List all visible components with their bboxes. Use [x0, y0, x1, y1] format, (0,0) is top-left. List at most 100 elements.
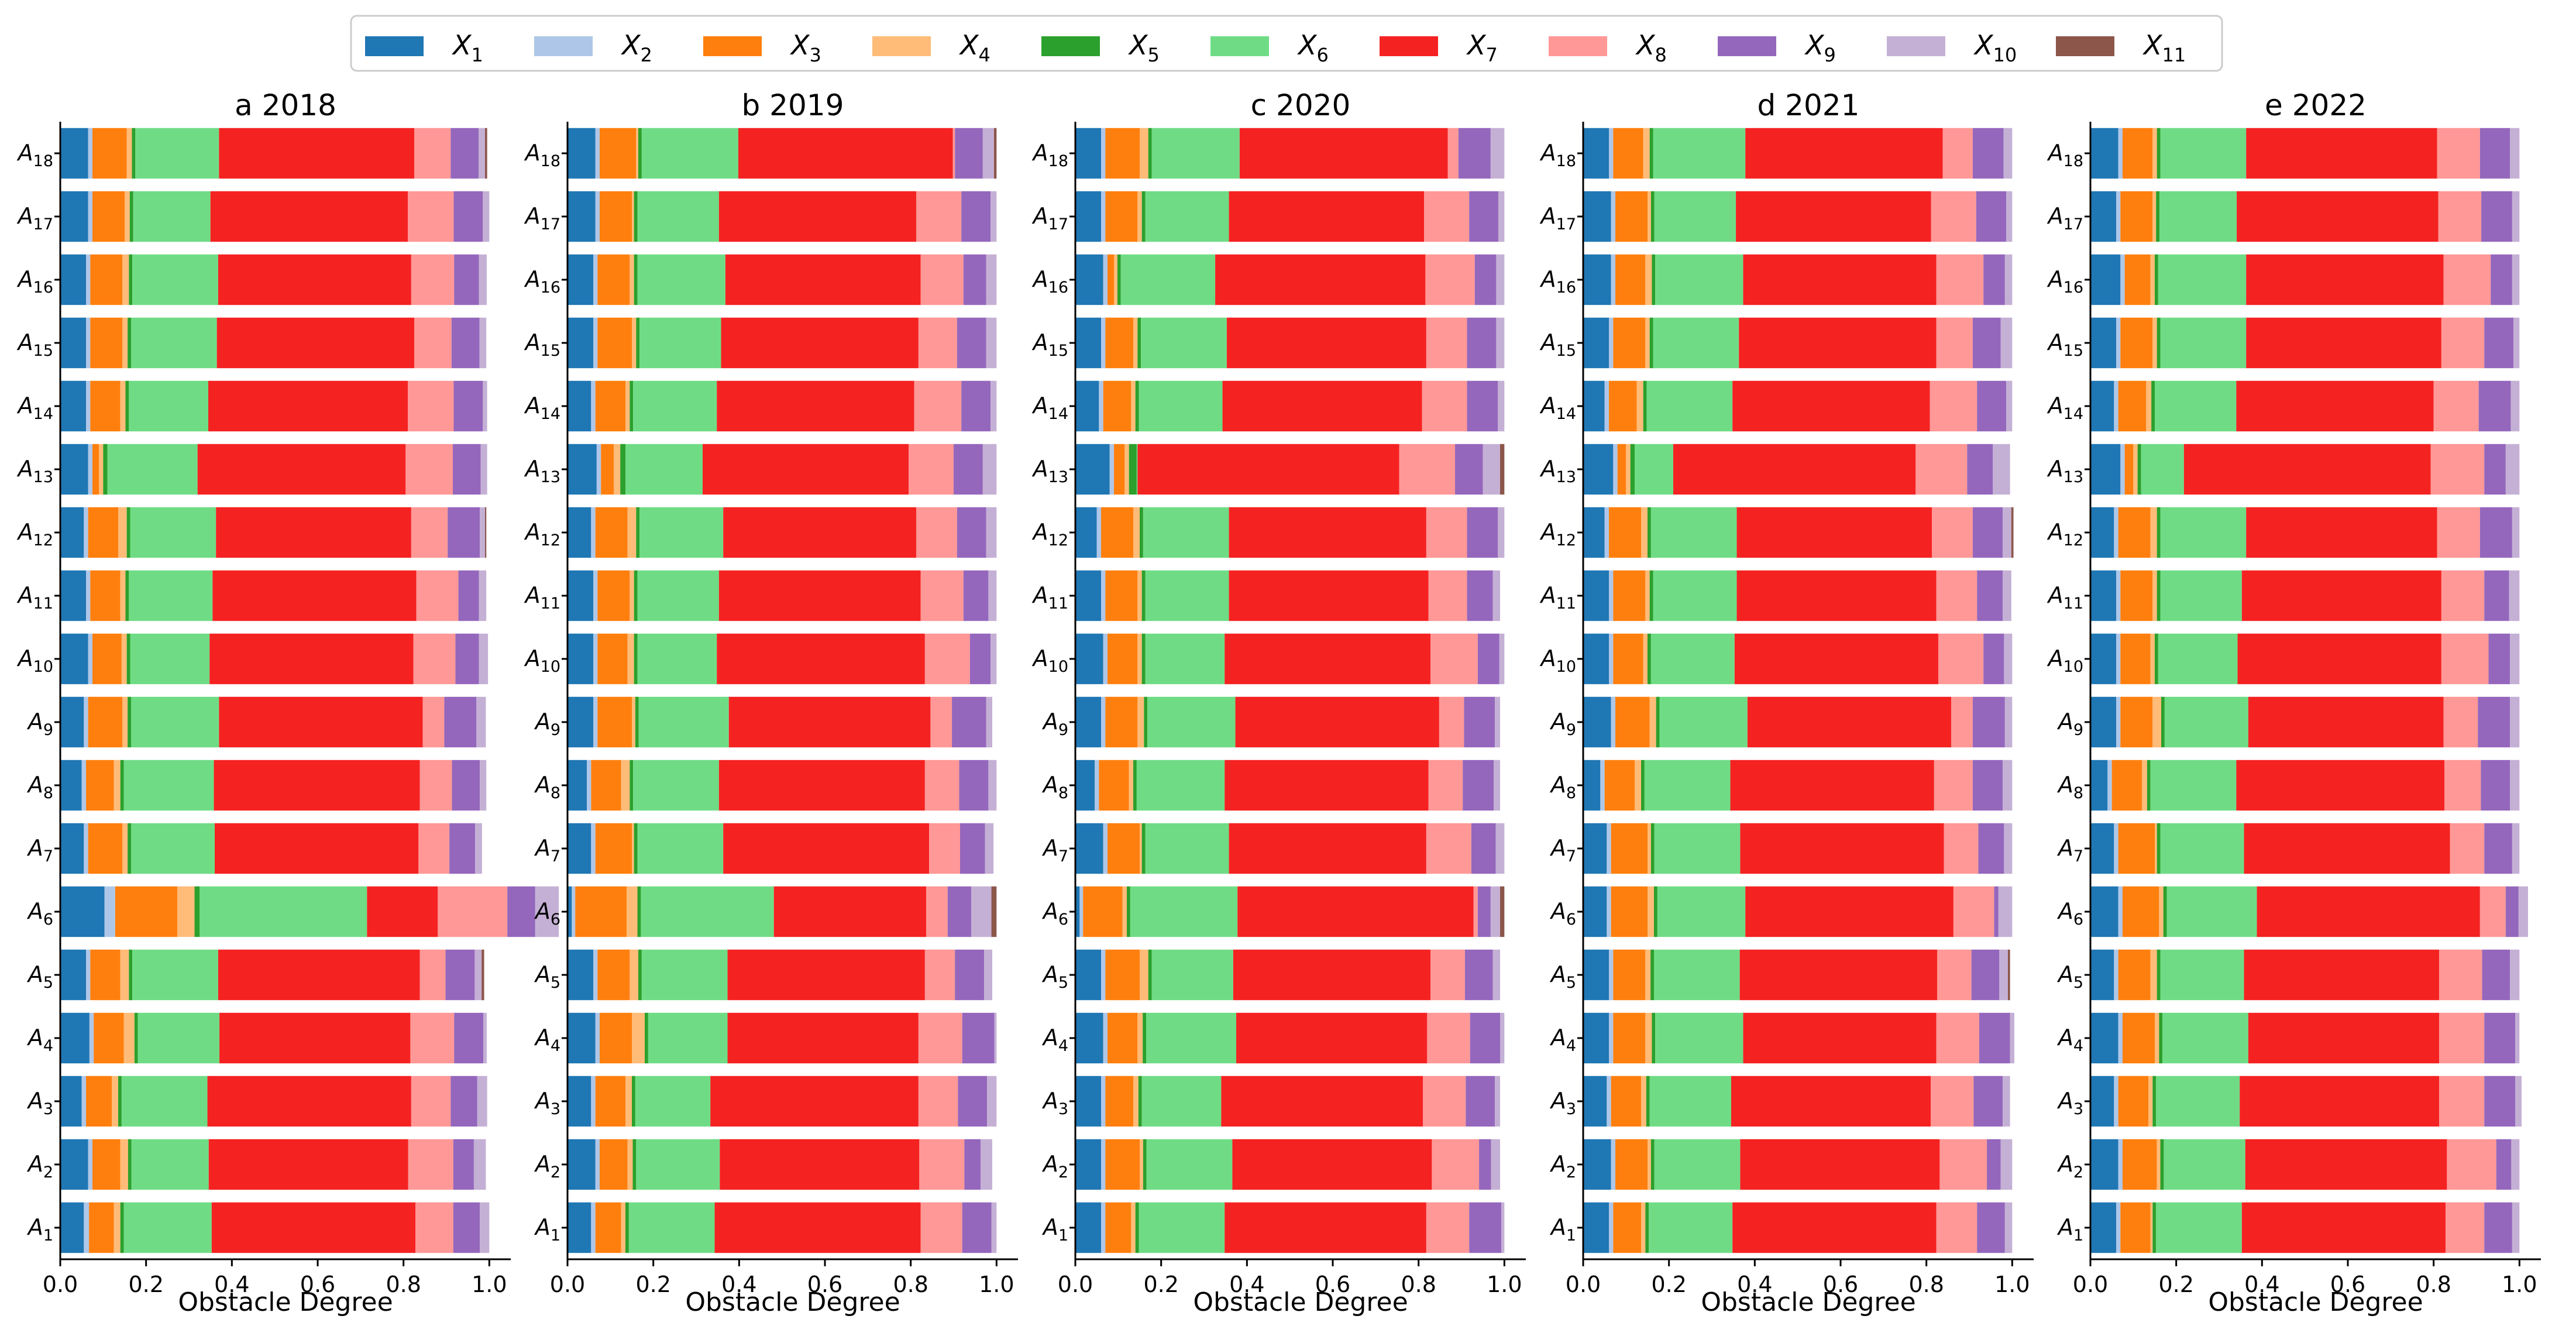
- bar-a17-x1: [1075, 191, 1101, 242]
- bar-a6-x6: [2166, 886, 2257, 937]
- bar-a12-x1: [568, 507, 591, 558]
- bar-a10-x7: [2237, 633, 2441, 685]
- bar-a13-x8: [405, 444, 453, 495]
- bar-a13-x8: [909, 444, 954, 495]
- legend-entry-x6: X6: [1210, 29, 1329, 66]
- bar-a10-x2: [2116, 633, 2121, 685]
- bar-a14-x2: [2114, 380, 2118, 432]
- y-tick-label-a14-base: A: [1031, 393, 1048, 418]
- bar-a7-x4: [632, 823, 634, 874]
- bar-a5-x7: [1739, 949, 1937, 1001]
- bar-a11-x3: [90, 570, 121, 621]
- y-tick-label-a3: A3: [2056, 1088, 2083, 1118]
- bar-a12-x4: [627, 507, 637, 558]
- bar-a1-x9: [1469, 1202, 1502, 1253]
- legend-swatch-x11: [2056, 36, 2114, 56]
- bar-a1-x9: [2484, 1202, 2512, 1253]
- x-tick-label: 0.8: [893, 1272, 928, 1297]
- y-tick-label-a6: A6: [534, 898, 560, 929]
- y-tick-label-a4-sub: 4: [43, 1037, 53, 1055]
- y-tick-label-a14-sub: 14: [1048, 405, 1068, 423]
- bar-a16-x10: [1496, 254, 1505, 305]
- y-tick-label-a17-base: A: [1031, 203, 1048, 229]
- y-tick-label-a12-sub: 12: [1048, 531, 1068, 549]
- bar-a9-x5: [128, 696, 131, 748]
- bar-a18-x5: [1148, 128, 1152, 179]
- bar-a5-x6: [1151, 949, 1233, 1001]
- y-tick-label-a3-base: A: [534, 1088, 551, 1114]
- bar-a10-x9: [1983, 633, 2004, 685]
- bar-a9-x5: [1144, 696, 1148, 748]
- y-tick-label-a11: A11: [16, 582, 53, 613]
- bar-a12-x2: [2114, 507, 2118, 558]
- bar-a12-x4: [118, 507, 127, 558]
- y-tick-label-a6-sub: 6: [551, 911, 560, 929]
- bar-a8-x7: [2236, 760, 2444, 811]
- bar-a13-x5: [2137, 444, 2141, 495]
- bar-a9-x4: [632, 696, 635, 748]
- bar-a17-x6: [2159, 191, 2237, 242]
- y-tick-label-a1: A1: [2056, 1214, 2083, 1245]
- bar-a9-x2: [1611, 696, 1615, 748]
- bar-a6-x3: [115, 886, 178, 937]
- bar-a6-x8: [438, 886, 508, 937]
- legend-swatch-x2: [534, 36, 593, 56]
- bar-a11-x3: [2120, 570, 2153, 621]
- y-tick-label-a9: A9: [1041, 709, 1068, 739]
- bar-a18-x8: [1447, 128, 1459, 179]
- legend-label-x5-sub: 5: [1148, 44, 1160, 66]
- bar-a10-x5: [1648, 633, 1651, 685]
- bar-a13-x4: [2133, 444, 2138, 495]
- bar-a16-x8: [411, 254, 455, 305]
- y-tick-label-a7: A7: [26, 835, 53, 865]
- bar-a2-x1: [1583, 1139, 1611, 1190]
- bar-a3-x1: [2090, 1076, 2114, 1127]
- y-tick-label-a1-base: A: [1041, 1214, 1058, 1240]
- bar-a16-x7: [725, 254, 921, 305]
- y-tick-label-a10: A10: [1031, 645, 1068, 676]
- bar-a14-x6: [1646, 380, 1733, 432]
- bar-a9-x3: [88, 696, 123, 748]
- bar-a14-x5: [630, 380, 634, 432]
- legend-label-x1-base: X: [452, 29, 472, 61]
- bar-a6-x7: [1745, 886, 1954, 937]
- legend-label-x1: X1: [452, 29, 483, 66]
- bar-a8-x5: [630, 760, 634, 811]
- bar-a1-x9: [1977, 1202, 2005, 1253]
- bar-a7-x3: [1611, 823, 1648, 874]
- bar-a8-x5: [2147, 760, 2151, 811]
- bar-a5-x6: [132, 949, 218, 1001]
- y-tick-label-a6: A6: [2056, 898, 2083, 929]
- bar-a7-x9: [449, 823, 476, 874]
- x-tick-label: 0.2: [1651, 1272, 1686, 1297]
- bar-a13-x1: [568, 444, 597, 495]
- bar-a7-x10: [2004, 823, 2013, 874]
- y-tick-label-a10-sub: 10: [1048, 658, 1068, 676]
- bar-a13-x3: [1617, 444, 1626, 495]
- y-tick-label-a10: A10: [2047, 645, 2083, 676]
- bar-a15-x10: [2513, 317, 2520, 369]
- panel-2: b 2019 0.0 0.2 0.4 0.6 0.8 1.0 Obstacle Degree A…: [524, 88, 1018, 1317]
- bar-a2-x8: [1432, 1139, 1480, 1190]
- bar-a17-x7: [718, 191, 917, 242]
- y-tick-label-a18-sub: 18: [1048, 152, 1068, 170]
- bar-a3-x1: [1583, 1076, 1607, 1127]
- y-tick-label-a12-base: A: [524, 519, 541, 545]
- bar-a1-x3: [1105, 1202, 1131, 1253]
- y-tick-label-a12-base: A: [16, 519, 33, 545]
- bar-a13-x5: [103, 444, 108, 495]
- y-tick-label-a15-base: A: [2047, 329, 2063, 355]
- y-tick-label-a11: A11: [1539, 582, 1576, 613]
- x-tick-label: 0.4: [214, 1272, 249, 1297]
- bar-a6-x10: [535, 886, 559, 937]
- bar-a9-x1: [1075, 696, 1101, 748]
- y-tick-label-a15-base: A: [16, 329, 33, 355]
- bar-a5-x4: [120, 949, 129, 1001]
- y-tick-label-a3: A3: [1041, 1088, 1068, 1118]
- bar-a15-x9: [451, 317, 480, 369]
- bar-a17-x5: [129, 191, 133, 242]
- bar-a8-x6: [1136, 760, 1225, 811]
- bar-a16-x1: [568, 254, 593, 305]
- bar-a3-x5: [2152, 1076, 2157, 1127]
- legend-label-x11-base: X: [2142, 29, 2163, 61]
